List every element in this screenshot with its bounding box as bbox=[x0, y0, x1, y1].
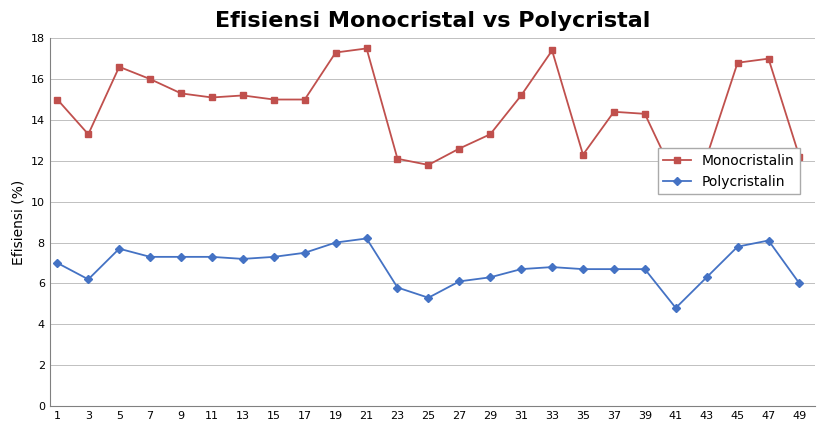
Polycristalin bbox=[238, 256, 248, 261]
Monocristalin bbox=[640, 111, 650, 116]
Title: Efisiensi Monocristal vs Polycristal: Efisiensi Monocristal vs Polycristal bbox=[215, 11, 650, 31]
Polycristalin bbox=[671, 305, 681, 311]
Monocristalin bbox=[702, 154, 712, 159]
Polycristalin bbox=[52, 260, 62, 266]
Polycristalin bbox=[362, 236, 372, 241]
Polycristalin bbox=[424, 295, 434, 300]
Monocristalin bbox=[763, 56, 773, 61]
Monocristalin bbox=[578, 152, 588, 157]
Monocristalin bbox=[671, 177, 681, 182]
Polycristalin bbox=[486, 275, 496, 280]
Monocristalin bbox=[114, 64, 124, 70]
Polycristalin bbox=[145, 254, 155, 260]
Monocristalin bbox=[52, 97, 62, 102]
Monocristalin bbox=[362, 46, 372, 51]
Monocristalin bbox=[392, 156, 402, 162]
Polycristalin bbox=[268, 254, 278, 260]
Polycristalin bbox=[795, 281, 805, 286]
Polycristalin bbox=[392, 285, 402, 290]
Monocristalin bbox=[83, 132, 93, 137]
Monocristalin bbox=[486, 132, 496, 137]
Polycristalin bbox=[300, 250, 310, 255]
Polycristalin bbox=[547, 264, 557, 270]
Monocristalin bbox=[609, 109, 619, 114]
Monocristalin bbox=[547, 48, 557, 53]
Polycristalin bbox=[516, 267, 526, 272]
Y-axis label: Efisiensi (%): Efisiensi (%) bbox=[11, 180, 25, 265]
Monocristalin bbox=[330, 50, 340, 55]
Polycristalin bbox=[702, 275, 712, 280]
Polycristalin bbox=[114, 246, 124, 251]
Monocristalin bbox=[176, 91, 186, 96]
Legend: Monocristalin, Polycristalin: Monocristalin, Polycristalin bbox=[657, 148, 800, 194]
Monocristalin bbox=[268, 97, 278, 102]
Monocristalin bbox=[795, 154, 805, 159]
Monocristalin bbox=[733, 60, 743, 65]
Polycristalin bbox=[640, 267, 650, 272]
Monocristalin bbox=[300, 97, 310, 102]
Polycristalin bbox=[454, 279, 464, 284]
Monocristalin bbox=[145, 76, 155, 82]
Polycristalin bbox=[578, 267, 588, 272]
Polycristalin bbox=[83, 277, 93, 282]
Line: Polycristalin: Polycristalin bbox=[55, 236, 802, 311]
Polycristalin bbox=[176, 254, 186, 260]
Polycristalin bbox=[207, 254, 217, 260]
Monocristalin bbox=[454, 146, 464, 151]
Monocristalin bbox=[207, 95, 217, 100]
Polycristalin bbox=[609, 267, 619, 272]
Polycristalin bbox=[733, 244, 743, 249]
Polycristalin bbox=[763, 238, 773, 243]
Monocristalin bbox=[424, 162, 434, 168]
Line: Monocristalin: Monocristalin bbox=[54, 45, 803, 183]
Monocristalin bbox=[238, 93, 248, 98]
Polycristalin bbox=[330, 240, 340, 245]
Monocristalin bbox=[516, 93, 526, 98]
